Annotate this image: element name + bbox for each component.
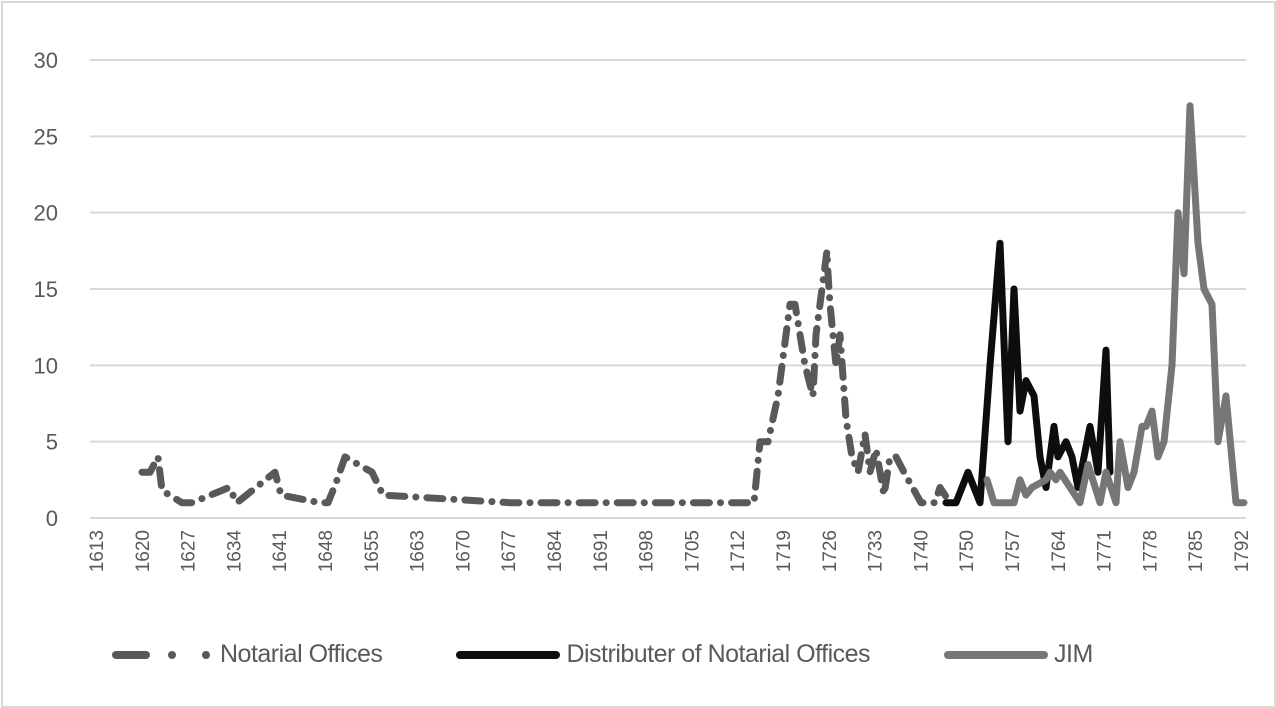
y-tick-label: 20 bbox=[34, 201, 58, 226]
legend-item-jim[interactable]: JIM bbox=[944, 640, 1093, 669]
y-tick-label: 0 bbox=[46, 506, 58, 531]
legend-label: Distributer of Notarial Offices bbox=[566, 640, 871, 668]
legend-item-notarial-offices[interactable]: Notarial Offices bbox=[110, 640, 383, 669]
y-tick-label: 25 bbox=[34, 124, 58, 149]
y-axis-ticks: 0 5 10 15 20 25 30 bbox=[34, 48, 58, 531]
x-tick-label: 1785 bbox=[1186, 530, 1207, 572]
x-tick-label: 1764 bbox=[1049, 530, 1070, 573]
x-tick-label: 1641 bbox=[270, 530, 291, 572]
dash-dot-line-icon bbox=[112, 650, 210, 659]
y-tick-label: 10 bbox=[34, 353, 58, 378]
x-tick-label: 1771 bbox=[1095, 530, 1116, 572]
x-tick-label: 1698 bbox=[637, 530, 658, 572]
series-line-notarial-offices[interactable] bbox=[138, 247, 954, 507]
legend-label: Notarial Offices bbox=[220, 640, 383, 668]
x-tick-label: 1691 bbox=[591, 530, 612, 572]
x-tick-label: 1677 bbox=[499, 530, 520, 572]
x-tick-label: 1613 bbox=[87, 530, 108, 572]
x-tick-label: 1712 bbox=[728, 530, 749, 572]
legend-label: JIM bbox=[1054, 640, 1093, 668]
x-tick-label: 1634 bbox=[224, 530, 245, 573]
series-lines bbox=[138, 102, 1248, 507]
x-tick-label: 1655 bbox=[362, 530, 383, 572]
x-tick-label: 1648 bbox=[316, 530, 337, 572]
y-tick-label: 5 bbox=[46, 430, 58, 455]
y-tick-label: 15 bbox=[34, 277, 58, 302]
y-tick-label: 30 bbox=[34, 48, 58, 73]
x-tick-label: 1670 bbox=[453, 530, 474, 572]
x-tick-label: 1726 bbox=[820, 530, 841, 572]
legend: Notarial Offices Distributer of Notarial… bbox=[110, 640, 1093, 669]
x-tick-label: 1705 bbox=[682, 530, 703, 572]
x-tick-label: 1750 bbox=[957, 530, 978, 572]
x-tick-label: 1733 bbox=[866, 530, 887, 572]
x-tick-label: 1627 bbox=[179, 530, 200, 572]
x-axis-ticks: 1613 1620 1627 1634 1641 1648 1655 1663 1670 1677… bbox=[87, 530, 1253, 573]
x-tick-label: 1684 bbox=[545, 530, 566, 573]
series-line-distributer-of-notarial-offices[interactable] bbox=[942, 239, 1114, 507]
x-tick-label: 1663 bbox=[408, 530, 429, 572]
x-tick-label: 1792 bbox=[1232, 530, 1253, 572]
x-tick-label: 1740 bbox=[911, 530, 932, 572]
series-line-jim[interactable] bbox=[983, 102, 1248, 507]
x-tick-label: 1757 bbox=[1003, 530, 1024, 572]
solid-line-icon bbox=[944, 650, 1049, 659]
x-tick-label: 1620 bbox=[133, 530, 154, 572]
x-tick-label: 1719 bbox=[774, 530, 795, 572]
solid-line-icon bbox=[456, 650, 561, 659]
legend-item-distributer[interactable]: Distributer of Notarial Offices bbox=[456, 640, 871, 669]
x-tick-label: 1778 bbox=[1140, 530, 1161, 572]
